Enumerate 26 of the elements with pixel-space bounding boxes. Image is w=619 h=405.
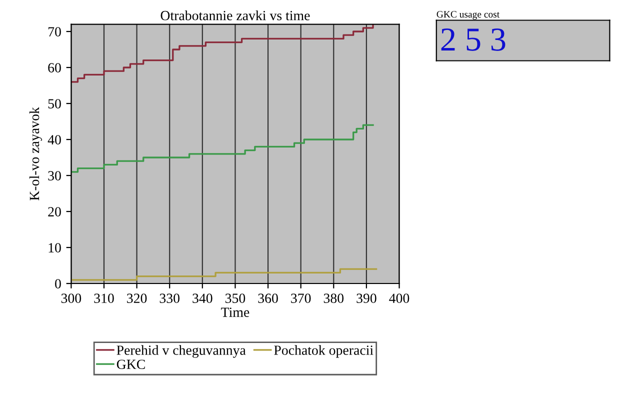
x-axis-title: Time	[221, 308, 250, 317]
x-tick-label: 380	[324, 294, 344, 303]
y-tick-label: 20	[48, 207, 61, 216]
x-tick-label: 400	[389, 294, 410, 303]
legend-label: Pochatok operacii	[274, 345, 374, 358]
x-tick-label: 390	[356, 294, 376, 303]
x-tick-label: 370	[291, 294, 311, 303]
x-tick-label: 300	[61, 294, 82, 303]
x-tick-label: 350	[225, 294, 246, 303]
y-tick-label: 60	[48, 63, 61, 72]
y-tick-label: 40	[48, 135, 61, 144]
x-tick-label: 320	[127, 294, 147, 303]
y-tick-label: 50	[48, 99, 61, 108]
x-tick-label: 330	[160, 294, 180, 303]
legend-label: GKC	[116, 360, 145, 370]
y-axis-title: K-ol-vo zayavok	[29, 107, 42, 200]
y-tick-label: 10	[48, 243, 61, 252]
x-tick-label: 310	[94, 294, 114, 303]
y-tick-label: 70	[48, 27, 61, 36]
text: GKC usage cost	[436, 11, 500, 20]
x-tick-label: 340	[192, 294, 212, 303]
y-tick-label: 30	[48, 171, 61, 180]
legend-label: Perehid v cheguvannya	[116, 345, 246, 358]
chart-title: Otrabotannie zavki vs time	[160, 10, 310, 20]
x-tick-label: 360	[258, 294, 278, 303]
y-tick-label: 0	[55, 279, 61, 288]
